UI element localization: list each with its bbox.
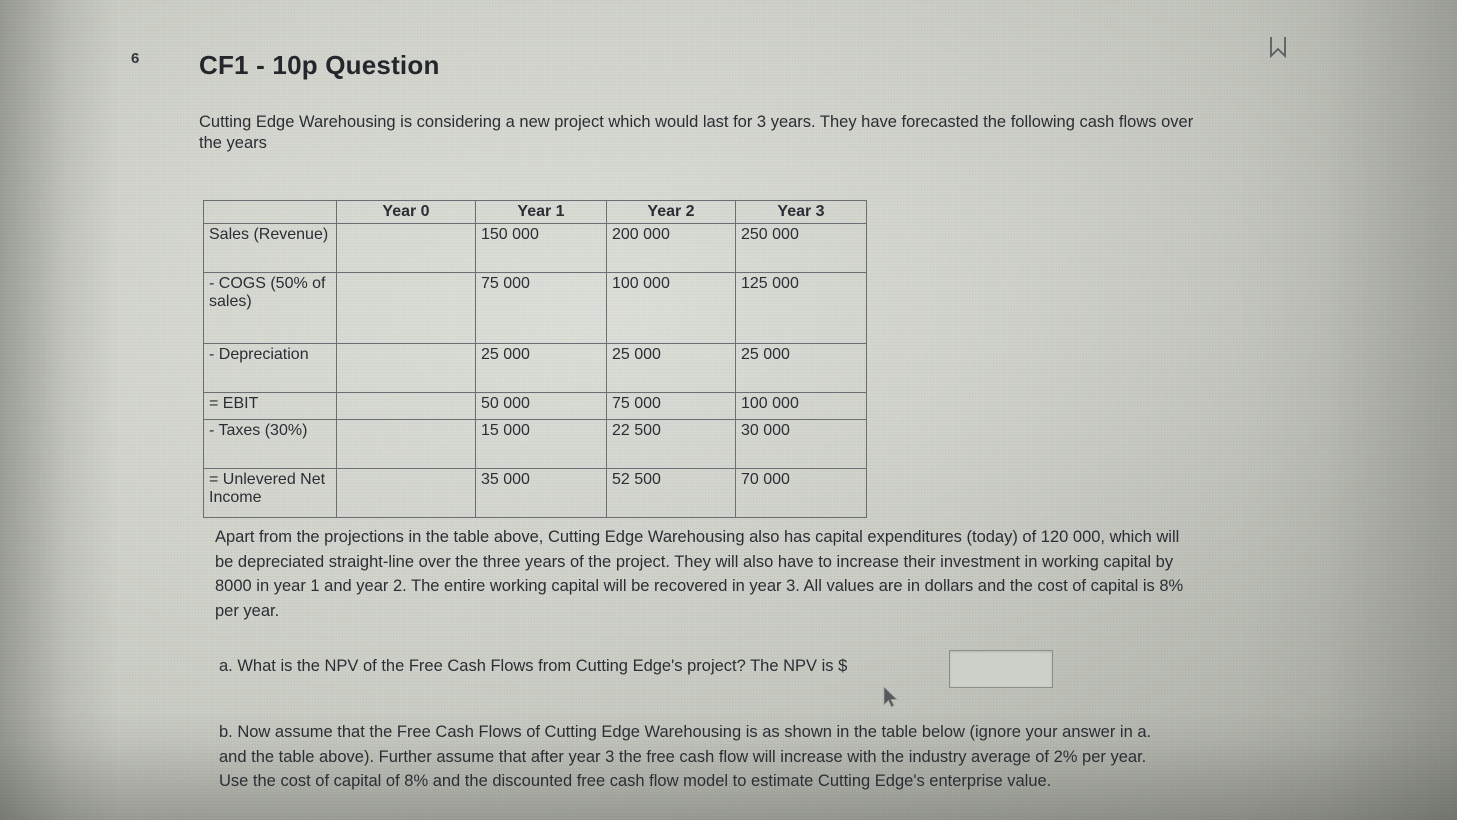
table-row: - Depreciation 25 000 25 000 25 000 xyxy=(203,343,867,393)
table-header-cell: Year 1 xyxy=(475,200,607,224)
bookmark-icon[interactable] xyxy=(1268,36,1288,58)
capex-paragraph: Apart from the projections in the table … xyxy=(215,528,1184,620)
question-a-text: a. What is the NPV of the Free Cash Flow… xyxy=(219,657,848,675)
row-label: - COGS (50% of sales) xyxy=(203,272,337,344)
row-year3: 125 000 xyxy=(735,272,867,344)
table-row: = Unlevered Net Income 35 000 52 500 70 … xyxy=(203,468,867,518)
table-row: Sales (Revenue) 150 000 200 000 250 000 xyxy=(203,223,867,273)
table-header-row: Year 0 Year 1 Year 2 Year 3 xyxy=(203,200,867,224)
row-year1: 75 000 xyxy=(475,272,607,344)
intro-paragraph: Cutting Edge Warehousing is considering … xyxy=(199,113,1194,152)
table-header-cell: Year 3 xyxy=(735,200,867,224)
row-year2: 22 500 xyxy=(606,419,736,469)
row-label: = Unlevered Net Income xyxy=(203,468,337,518)
cash-flow-table: Year 0 Year 1 Year 2 Year 3 Sales (Reven… xyxy=(203,200,867,518)
table-header-cell: Year 0 xyxy=(336,200,476,224)
row-year1: 15 000 xyxy=(475,419,607,469)
page-title: CF1 - 10p Question xyxy=(199,50,440,80)
mouse-cursor-icon xyxy=(883,686,898,708)
question-b-text: b. Now assume that the Free Cash Flows o… xyxy=(219,723,1152,790)
table-header-cell xyxy=(203,200,337,224)
row-year3: 70 000 xyxy=(735,468,867,518)
table-row: - Taxes (30%) 15 000 22 500 30 000 xyxy=(203,419,867,469)
table-header-cell: Year 2 xyxy=(606,200,736,224)
row-year0 xyxy=(336,223,476,273)
row-year0 xyxy=(336,392,476,420)
row-year2: 52 500 xyxy=(606,468,736,518)
row-year3: 30 000 xyxy=(735,419,867,469)
table-row: - COGS (50% of sales) 75 000 100 000 125… xyxy=(203,272,867,344)
row-year1: 150 000 xyxy=(475,223,607,273)
row-label: = EBIT xyxy=(203,392,337,420)
row-year0 xyxy=(336,419,476,469)
row-year3: 250 000 xyxy=(735,223,867,273)
row-year3: 25 000 xyxy=(735,343,867,393)
row-year3: 100 000 xyxy=(735,392,867,420)
row-label: Sales (Revenue) xyxy=(203,223,337,273)
row-year1: 25 000 xyxy=(475,343,607,393)
row-label: - Taxes (30%) xyxy=(203,419,337,469)
row-label: - Depreciation xyxy=(203,343,337,393)
table-row: = EBIT 50 000 75 000 100 000 xyxy=(203,392,867,420)
row-year0 xyxy=(336,468,476,518)
row-year0 xyxy=(336,272,476,344)
row-year1: 50 000 xyxy=(475,392,607,420)
npv-answer-input[interactable] xyxy=(949,650,1053,688)
question-number: 6 xyxy=(131,50,140,67)
row-year2: 75 000 xyxy=(606,392,736,420)
row-year2: 200 000 xyxy=(606,223,736,273)
row-year0 xyxy=(336,343,476,393)
row-year2: 100 000 xyxy=(606,272,736,344)
row-year1: 35 000 xyxy=(475,468,607,518)
row-year2: 25 000 xyxy=(606,343,736,393)
